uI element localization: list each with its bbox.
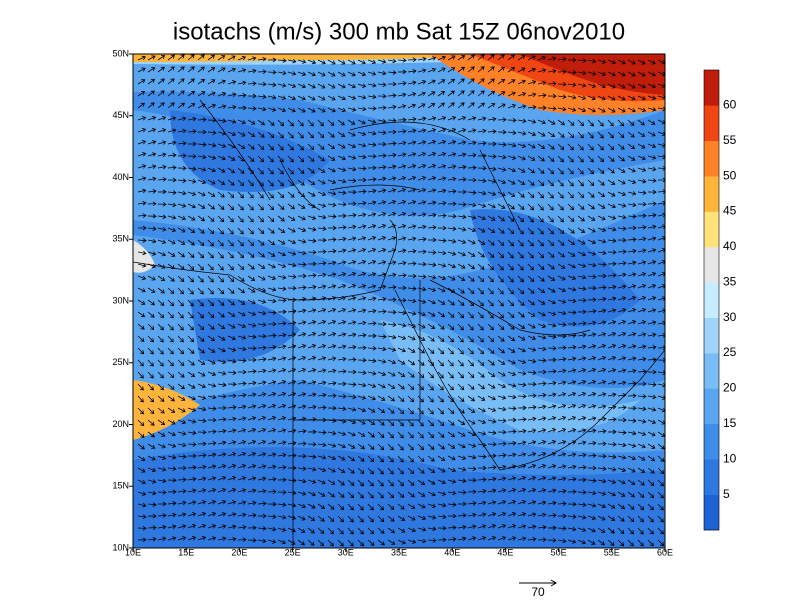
lon-label: 15E	[178, 547, 194, 557]
colorbar-segment	[704, 176, 719, 212]
colorbar-frame	[703, 69, 720, 531]
lat-label: 10N	[112, 542, 129, 552]
colorbar: 5 10 15 20 25 30 35 40 45 50 55 60	[703, 69, 737, 531]
lon-label: 10E	[125, 547, 141, 557]
lat-labels: 10N 15N 20N 25N 30N 35N 40N 45N 50N	[112, 48, 133, 552]
lat-label: 40N	[112, 172, 129, 182]
lon-label: 30E	[338, 547, 354, 557]
colorbar-label: 45	[723, 204, 737, 218]
lon-labels: 10E 15E 20E 25E 30E 35E 40E 45E 50E 55E 60E	[125, 547, 673, 557]
colorbar-label: 25	[723, 345, 737, 359]
lon-label: 45E	[497, 547, 513, 557]
colorbar-label: 15	[723, 416, 737, 430]
colorbar-segment	[704, 423, 719, 460]
wind-arrow-field	[137, 54, 665, 547]
colorbar-label: 35	[723, 274, 737, 288]
colorbar-label: 50	[723, 168, 737, 182]
colorbar-segment	[704, 140, 719, 177]
colorbar-label: 40	[723, 239, 737, 253]
colorbar-segment	[704, 211, 719, 248]
colorbar-segment	[704, 388, 719, 425]
lat-label: 50N	[112, 48, 129, 58]
colorbar-label: 20	[723, 381, 737, 395]
colorbar-segment	[704, 459, 719, 495]
colorbar-segment	[704, 105, 719, 142]
reference-vector-label: 70	[531, 585, 545, 599]
lat-label: 25N	[112, 357, 129, 367]
lat-label: 15N	[112, 481, 129, 491]
colorbar-label: 10	[723, 451, 737, 465]
lat-label: 35N	[112, 234, 129, 244]
lon-label: 55E	[604, 547, 620, 557]
colorbar-label: 60	[723, 98, 737, 112]
lon-label: 25E	[285, 547, 301, 557]
colorbar-segment	[704, 246, 719, 283]
colorbar-segment	[704, 70, 719, 106]
colorbar-segment	[704, 317, 719, 354]
lon-label: 35E	[391, 547, 407, 557]
colorbar-label: 5	[723, 487, 730, 501]
lon-label: 40E	[444, 547, 460, 557]
map-title: isotachs (m/s) 300 mb Sat 15Z 06nov2010	[173, 18, 625, 45]
lat-label: 20N	[112, 419, 129, 429]
lat-label: 30N	[112, 295, 129, 305]
colorbar-segment	[704, 282, 719, 318]
colorbar-segment	[704, 494, 719, 531]
colorbar-label: 55	[723, 133, 737, 147]
colorbar-label: 30	[723, 310, 737, 324]
wind-field	[133, 54, 665, 548]
colorbar-segment	[704, 353, 719, 389]
coastlines	[133, 99, 665, 548]
lon-label: 50E	[551, 547, 567, 557]
lon-label: 20E	[231, 547, 247, 557]
lat-label: 45N	[112, 110, 129, 120]
reference-arrowhead	[550, 579, 557, 587]
lon-label: 60E	[657, 547, 673, 557]
wind-arrows	[137, 54, 665, 547]
